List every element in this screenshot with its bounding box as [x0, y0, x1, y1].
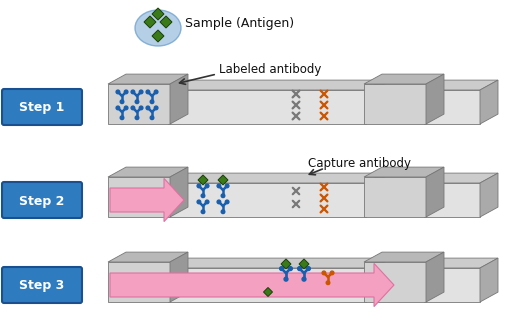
Polygon shape [108, 262, 170, 302]
Circle shape [221, 210, 225, 214]
Polygon shape [170, 167, 188, 217]
Circle shape [124, 106, 128, 110]
Polygon shape [152, 8, 164, 20]
Polygon shape [168, 268, 366, 302]
Polygon shape [424, 80, 498, 90]
Polygon shape [263, 288, 272, 296]
Polygon shape [152, 30, 164, 42]
Circle shape [201, 194, 205, 197]
Polygon shape [364, 74, 444, 84]
Circle shape [155, 106, 158, 110]
Polygon shape [426, 74, 444, 124]
Circle shape [326, 281, 330, 285]
Polygon shape [424, 268, 480, 302]
Polygon shape [281, 259, 291, 269]
Circle shape [225, 200, 229, 204]
Polygon shape [364, 177, 426, 217]
Circle shape [197, 184, 201, 188]
Circle shape [131, 90, 135, 94]
Polygon shape [426, 252, 444, 302]
Text: Labeled antibody: Labeled antibody [219, 63, 321, 77]
Polygon shape [480, 258, 498, 302]
Polygon shape [110, 264, 394, 307]
Circle shape [116, 106, 119, 110]
Circle shape [284, 277, 288, 281]
Polygon shape [424, 258, 498, 268]
Circle shape [146, 90, 150, 94]
Polygon shape [426, 167, 444, 217]
Circle shape [205, 184, 209, 188]
Circle shape [217, 200, 221, 204]
Text: Step 2: Step 2 [19, 194, 65, 208]
Polygon shape [299, 259, 309, 269]
Circle shape [139, 106, 143, 110]
Circle shape [298, 267, 302, 270]
Polygon shape [366, 80, 384, 124]
FancyBboxPatch shape [2, 267, 82, 303]
Circle shape [197, 200, 201, 204]
Circle shape [302, 277, 306, 281]
Polygon shape [480, 173, 498, 217]
Polygon shape [170, 74, 188, 124]
Polygon shape [108, 74, 188, 84]
Circle shape [120, 100, 124, 104]
Circle shape [139, 90, 143, 94]
Circle shape [205, 200, 209, 204]
Circle shape [131, 106, 135, 110]
Circle shape [280, 267, 284, 270]
Circle shape [124, 90, 128, 94]
Circle shape [322, 271, 326, 275]
Circle shape [155, 90, 158, 94]
Polygon shape [168, 258, 384, 268]
Circle shape [225, 184, 229, 188]
Polygon shape [108, 177, 170, 217]
Polygon shape [170, 252, 188, 302]
Polygon shape [424, 183, 480, 217]
Polygon shape [364, 167, 444, 177]
Polygon shape [198, 175, 208, 185]
Circle shape [120, 116, 124, 119]
Polygon shape [168, 90, 366, 124]
Polygon shape [108, 84, 170, 124]
Polygon shape [108, 167, 188, 177]
Polygon shape [366, 173, 384, 217]
Polygon shape [364, 262, 426, 302]
Polygon shape [366, 258, 384, 302]
Polygon shape [168, 173, 384, 183]
Circle shape [330, 271, 334, 275]
Circle shape [288, 267, 293, 270]
Polygon shape [110, 178, 184, 222]
Polygon shape [480, 80, 498, 124]
Circle shape [201, 210, 205, 214]
Polygon shape [160, 16, 172, 28]
Circle shape [116, 90, 119, 94]
Circle shape [221, 194, 225, 197]
Circle shape [217, 184, 221, 188]
Polygon shape [168, 80, 384, 90]
Polygon shape [108, 252, 188, 262]
FancyBboxPatch shape [2, 182, 82, 218]
Text: Sample (Antigen): Sample (Antigen) [185, 16, 294, 30]
Text: Step 1: Step 1 [19, 102, 65, 114]
Circle shape [306, 267, 310, 270]
Polygon shape [218, 175, 228, 185]
Polygon shape [144, 16, 156, 28]
Polygon shape [424, 173, 498, 183]
Ellipse shape [135, 10, 181, 46]
FancyBboxPatch shape [2, 89, 82, 125]
Circle shape [135, 116, 139, 119]
Text: Capture antibody: Capture antibody [309, 157, 412, 169]
Circle shape [146, 106, 150, 110]
Polygon shape [424, 90, 480, 124]
Text: Step 3: Step 3 [19, 280, 65, 292]
Polygon shape [168, 183, 366, 217]
Circle shape [135, 100, 139, 104]
Circle shape [150, 100, 154, 104]
Circle shape [150, 116, 154, 119]
Polygon shape [364, 252, 444, 262]
Polygon shape [364, 84, 426, 124]
